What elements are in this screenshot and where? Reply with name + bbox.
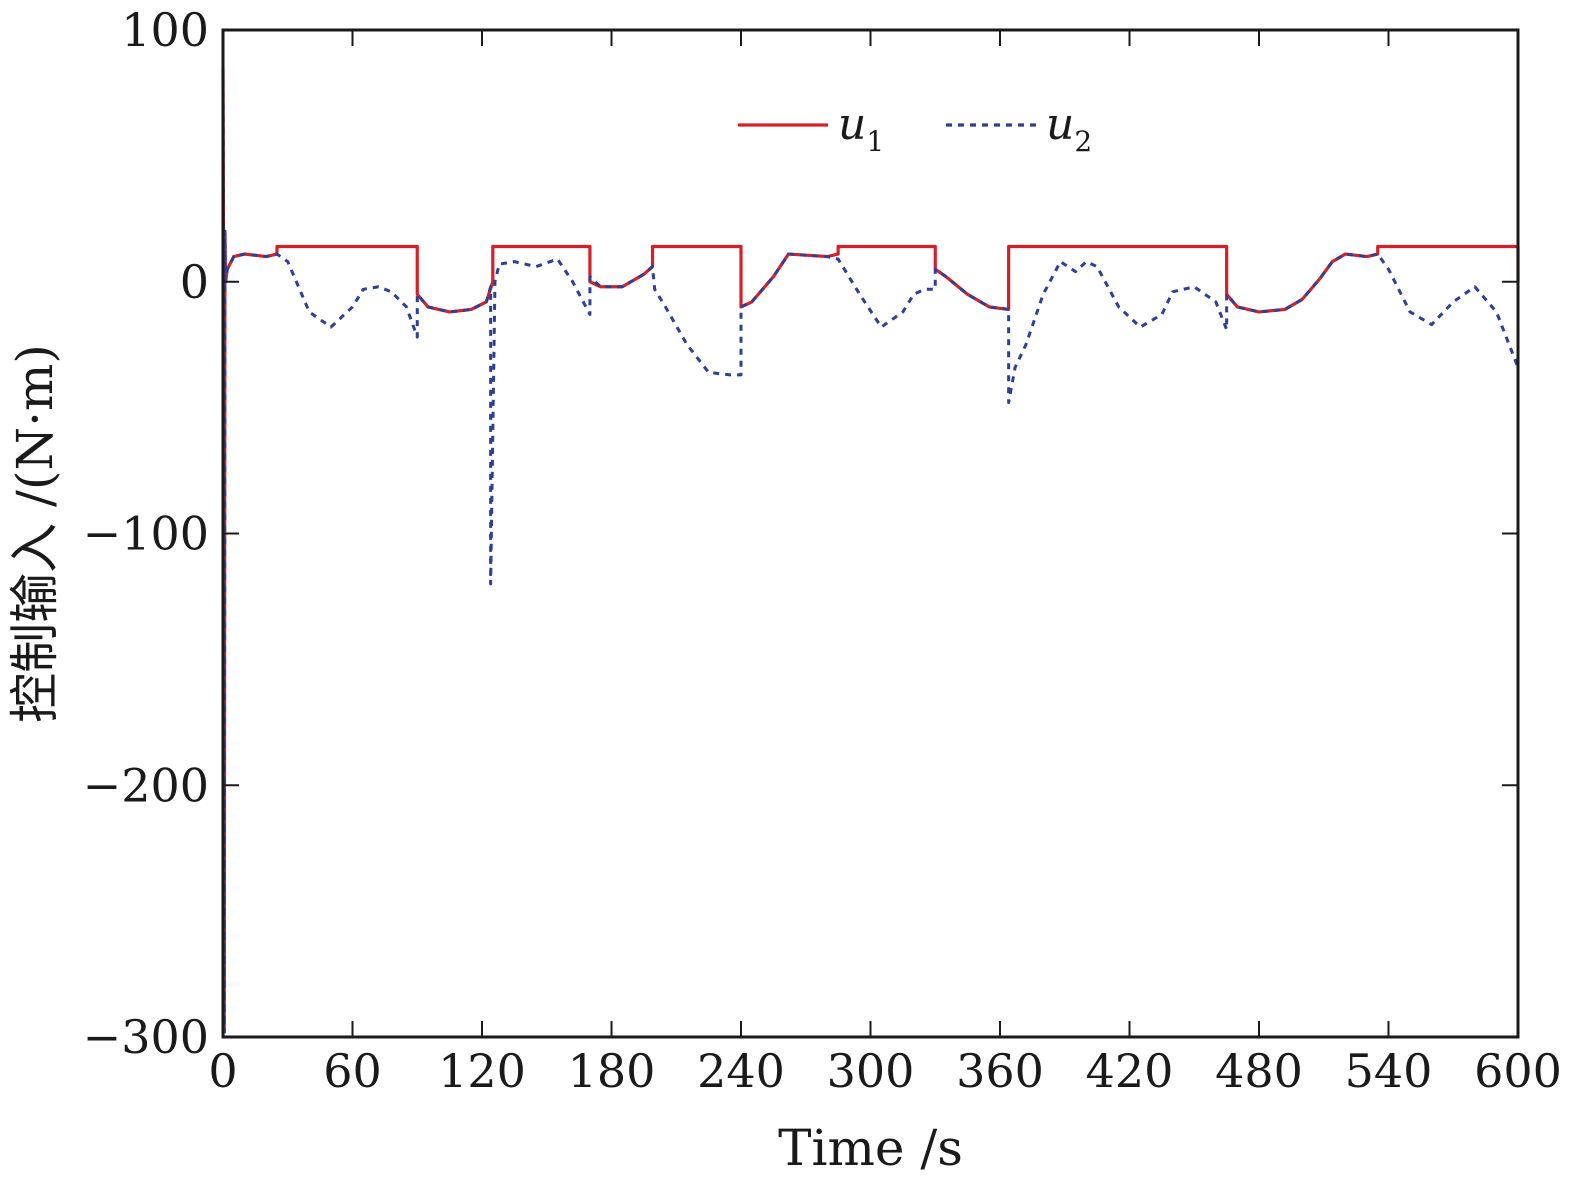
x-tick-label: 300 <box>827 1044 915 1098</box>
legend: u1 u2 <box>738 99 1092 158</box>
legend-label-subscript: 2 <box>1074 125 1092 158</box>
tick-labels: 0 60 120 180 240 300 360 420 480 540 600 100 0 −100 −2… <box>83 3 1562 1098</box>
legend-label-subscript: 1 <box>866 125 884 158</box>
series-1-line <box>221 67 1520 1034</box>
x-tick-label: 540 <box>1345 1044 1433 1098</box>
series-lines <box>221 67 1520 1034</box>
x-tick-label: 240 <box>697 1044 785 1098</box>
x-tick-label: 600 <box>1474 1044 1562 1098</box>
legend-label-1: u1 <box>838 99 884 158</box>
y-axis-title: 控制输入 /(N·m) <box>6 344 64 723</box>
y-tick-label: −100 <box>83 507 209 561</box>
plot-frame <box>221 28 1520 1039</box>
legend-label-main: u <box>838 99 866 150</box>
y-tick-label: 100 <box>121 3 209 57</box>
x-tick-label: 360 <box>956 1044 1044 1098</box>
y-tick-label: −300 <box>83 1010 209 1064</box>
x-tick-label: 420 <box>1086 1044 1174 1098</box>
x-tick-label: 60 <box>323 1044 382 1098</box>
legend-label-main: u <box>1046 99 1074 150</box>
x-tick-label: 0 <box>208 1044 237 1098</box>
x-tick-label: 180 <box>568 1044 656 1098</box>
x-tick-label: 120 <box>438 1044 526 1098</box>
axis-ticks <box>222 29 1519 1038</box>
legend-label-2: u2 <box>1046 99 1092 158</box>
x-tick-label: 480 <box>1215 1044 1303 1098</box>
x-axis-title: Time /s <box>778 1119 963 1177</box>
y-tick-label: 0 <box>180 255 209 309</box>
series-2-line <box>221 67 1520 1034</box>
y-tick-label: −200 <box>83 758 209 812</box>
